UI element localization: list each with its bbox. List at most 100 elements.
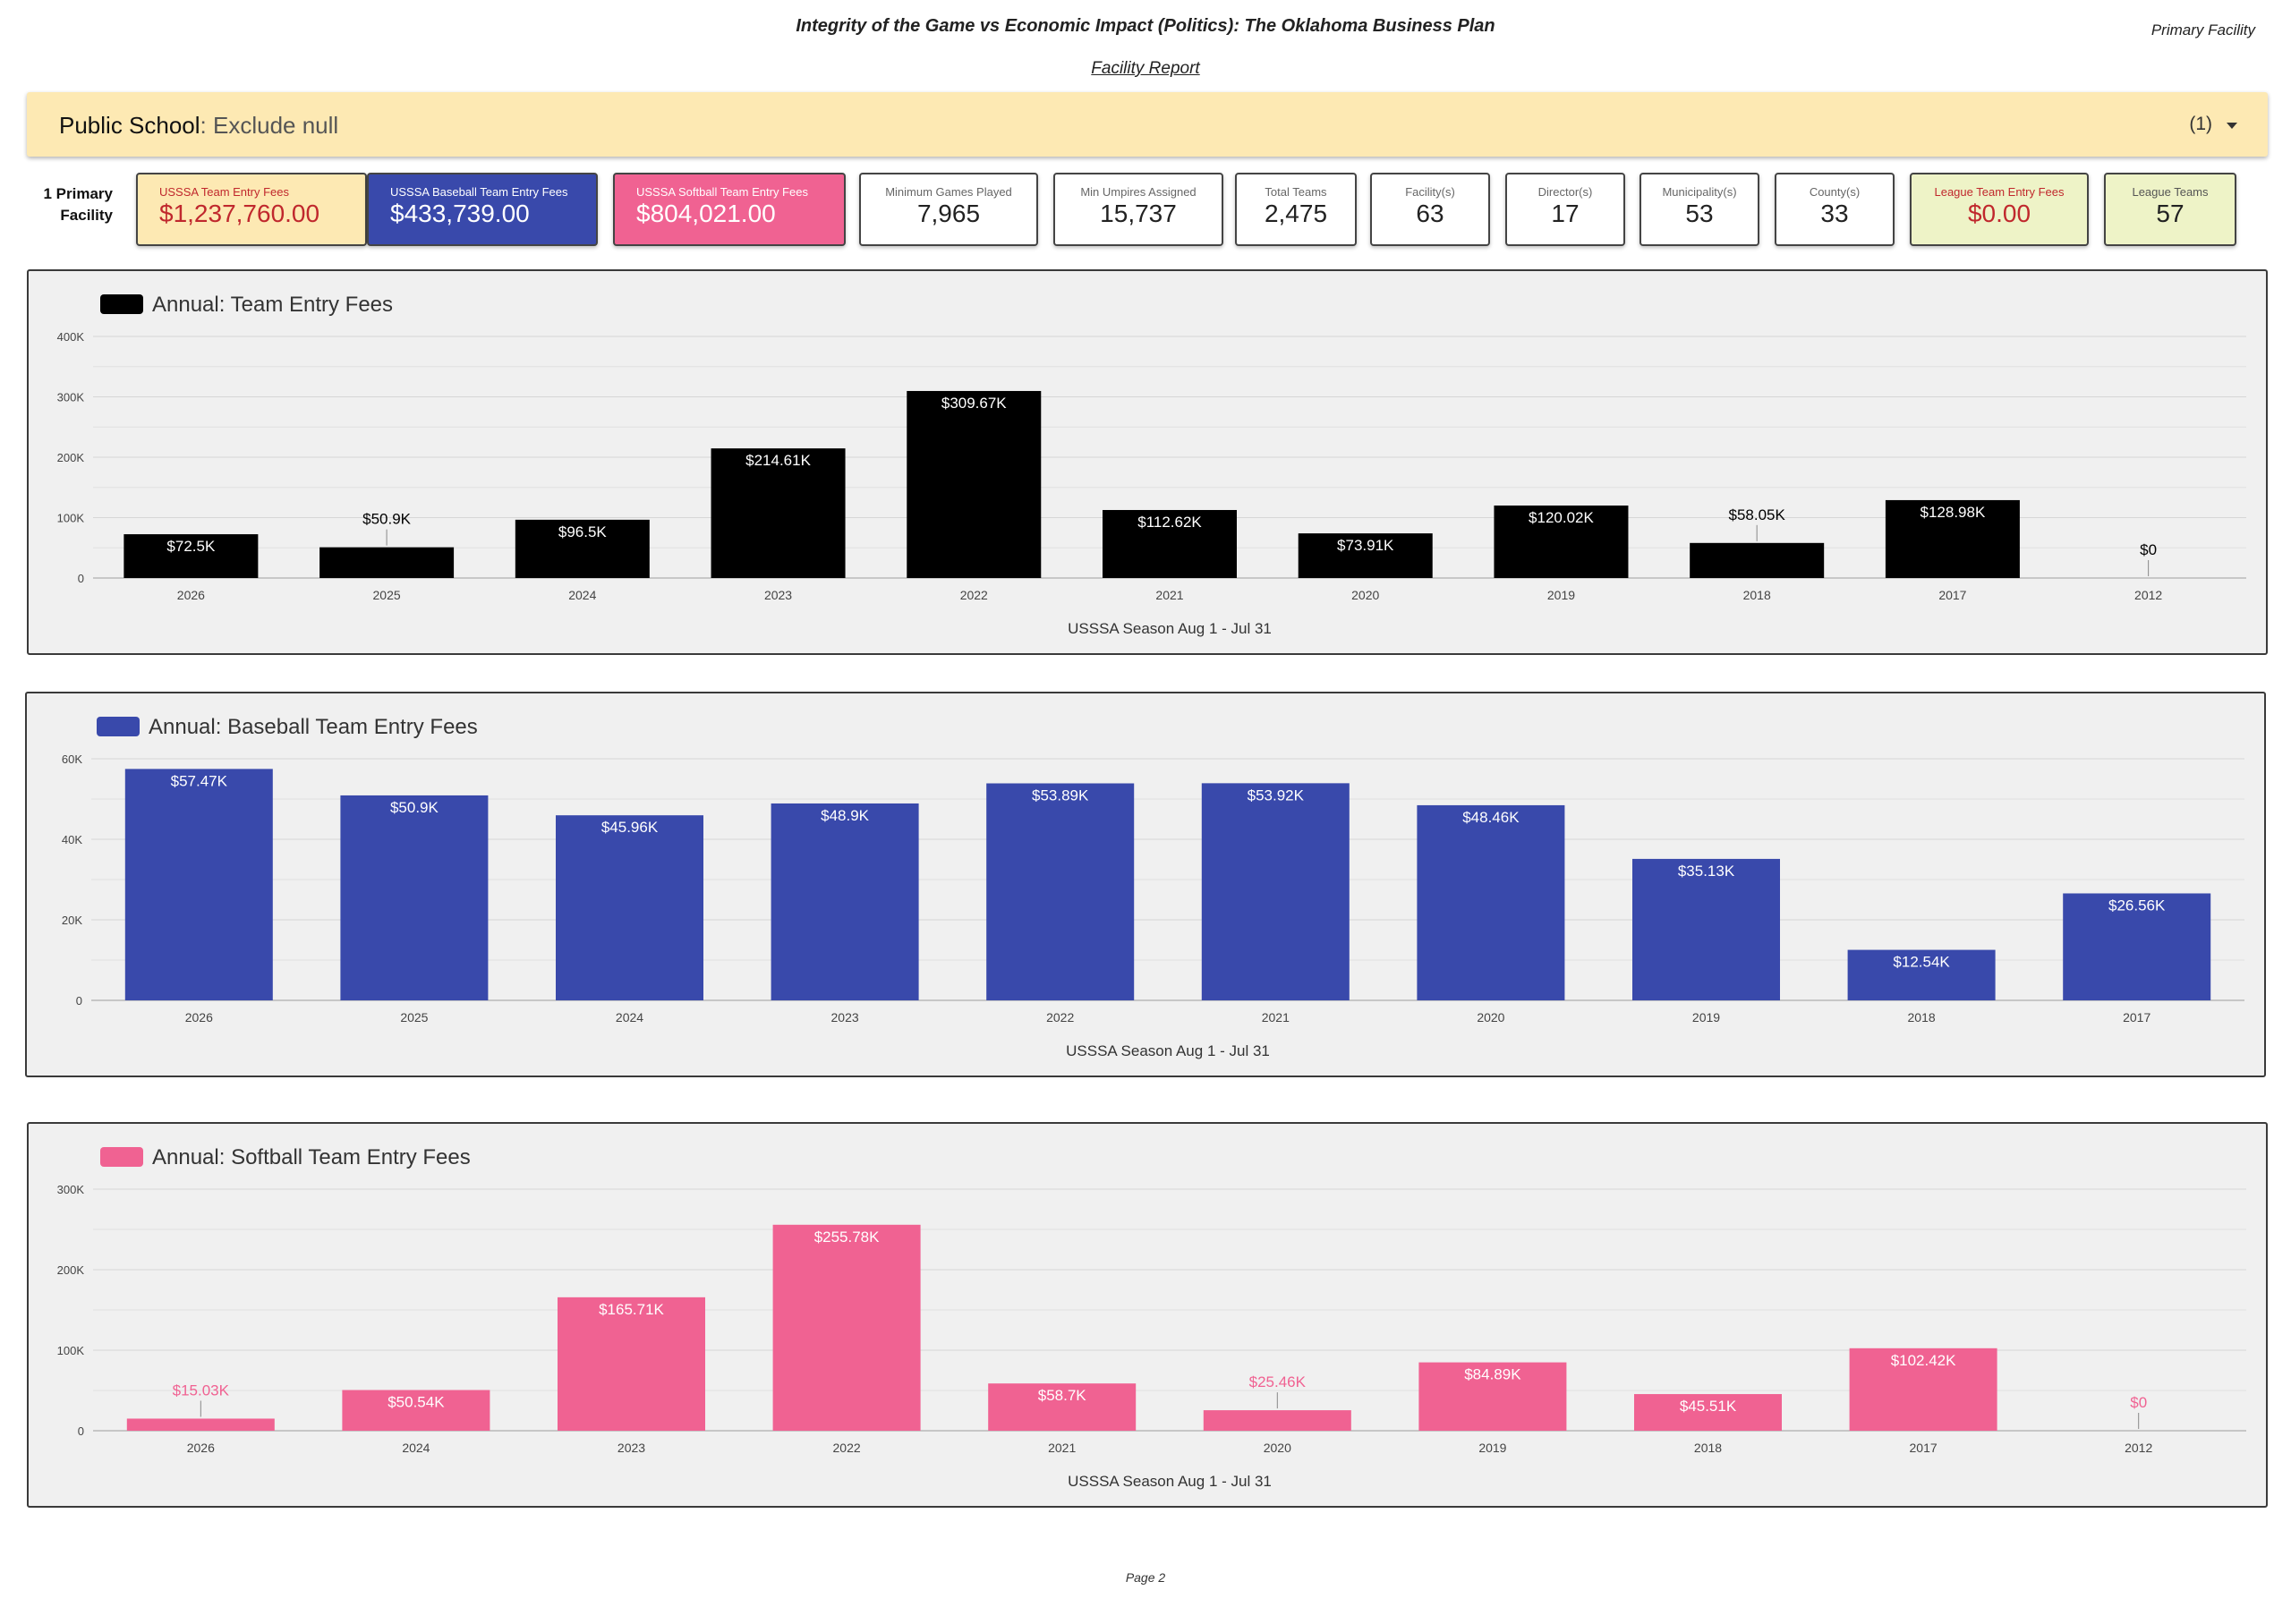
- y-tick-label: 40K: [62, 833, 82, 846]
- y-tick-label: 100K: [57, 1344, 85, 1357]
- bar-2022[interactable]: [907, 390, 1042, 578]
- public-school-filter[interactable]: Public School: Exclude null (1): [27, 92, 2268, 157]
- kpi-value: $1,237,760.00: [159, 200, 320, 227]
- kpi-value: 2,475: [1264, 200, 1328, 227]
- bar-2017[interactable]: [2063, 893, 2211, 1000]
- legend-swatch: [100, 294, 143, 314]
- bar-2025[interactable]: [319, 547, 455, 578]
- bar-2023[interactable]: [771, 803, 919, 1000]
- y-tick-label: 0: [76, 994, 82, 1008]
- softball-entry-fees-chart-svg: 0 100K 200K 300K Annual: Softball Team Entry…: [57, 1145, 2246, 1490]
- data-label: $72.5K: [166, 538, 216, 555]
- x-tick-label: 2020: [1264, 1441, 1291, 1455]
- page-number: Page 2: [1125, 1570, 1166, 1585]
- bar-2026[interactable]: [123, 534, 259, 578]
- x-tick-label: 2025: [400, 1010, 428, 1025]
- x-tick-label: 2018: [1743, 588, 1771, 602]
- bar-2021[interactable]: [988, 1383, 1137, 1431]
- bar-2020[interactable]: [1203, 1410, 1351, 1431]
- data-label: $165.71K: [599, 1301, 664, 1318]
- x-tick-label: 2012: [2125, 1441, 2152, 1455]
- bar-2026[interactable]: [126, 1418, 275, 1431]
- data-label: $214.61K: [745, 452, 811, 469]
- baseball-entry-fees-chart-svg: 0 20K 40K 60K Annual: Baseball Team Entry Fe…: [62, 715, 2244, 1059]
- x-tick-label: 2021: [1155, 588, 1183, 602]
- bar-2020[interactable]: [1417, 804, 1565, 1000]
- chevron-down-icon[interactable]: [2227, 123, 2237, 129]
- bar-2018[interactable]: [1690, 542, 1825, 578]
- data-label: $53.89K: [1032, 786, 1089, 803]
- x-tick-label: 2025: [373, 588, 401, 602]
- y-tick-label: 200K: [57, 451, 85, 464]
- x-tick-label: 2012: [2134, 588, 2162, 602]
- bar-2022[interactable]: [986, 783, 1135, 1000]
- x-axis-title: USSSA Season Aug 1 - Jul 31: [1068, 1473, 1272, 1490]
- x-tick-label: 2020: [1477, 1010, 1504, 1025]
- data-label: $48.46K: [1462, 809, 1520, 826]
- data-label: $58.7K: [1038, 1387, 1087, 1404]
- data-label: $15.03K: [173, 1382, 230, 1399]
- data-label: $45.51K: [1680, 1398, 1737, 1415]
- page-type-label: Primary Facility: [2150, 21, 2255, 38]
- y-tick-label: 300K: [57, 1183, 85, 1196]
- bar-2024[interactable]: [556, 815, 703, 1000]
- kpi-label: USSSA Team Entry Fees: [159, 185, 289, 199]
- x-tick-label: 2017: [1910, 1441, 1938, 1455]
- bar-2026[interactable]: [124, 769, 273, 1000]
- y-tick-label: 0: [78, 1424, 84, 1438]
- bar-2018[interactable]: [1634, 1394, 1782, 1431]
- kpi-league-team-entry-fees: League Team Entry Fees $0.00: [1910, 173, 2089, 246]
- data-label: $50.9K: [390, 799, 439, 816]
- x-tick-label: 2019: [1547, 588, 1575, 602]
- data-label: $35.13K: [1678, 863, 1735, 880]
- kpi-label: League Team Entry Fees: [1934, 185, 2065, 199]
- bar-2022[interactable]: [772, 1224, 921, 1431]
- legend-swatch: [97, 717, 140, 736]
- filter-label: Public School: Exclude null: [59, 112, 339, 139]
- x-tick-label: 2022: [1046, 1010, 1074, 1025]
- kpi-label: Min Umpires Assigned: [1080, 185, 1197, 199]
- kpi-usssa-softball-team-entry-fees: USSSA Softball Team Entry Fees $804,021.0…: [613, 173, 846, 246]
- bar-2019[interactable]: [1418, 1362, 1567, 1431]
- bar-2017[interactable]: [1885, 499, 2020, 578]
- bar-2019[interactable]: [1494, 505, 1629, 578]
- kpi-min-umpires-assigned: Min Umpires Assigned 15,737: [1053, 173, 1223, 246]
- kpi-value: 33: [1820, 200, 1849, 227]
- bar-2017[interactable]: [1849, 1348, 1997, 1431]
- y-tick-label: 200K: [57, 1263, 85, 1277]
- bar-2024[interactable]: [515, 519, 650, 578]
- report-subtitle[interactable]: Facility Report: [1091, 59, 1200, 78]
- team-entry-fees-chart-svg: 0 100K 200K 300K 400K Annual: Team Entry Fees…: [57, 293, 2246, 637]
- x-axis-title: USSSA Season Aug 1 - Jul 31: [1066, 1042, 1270, 1059]
- kpi-label: Municipality(s): [1662, 185, 1737, 199]
- x-tick-label: 2024: [568, 588, 596, 602]
- kpi-label: USSSA Baseball Team Entry Fees: [390, 185, 568, 199]
- kpi-value: 53: [1685, 200, 1714, 227]
- bar-2024[interactable]: [342, 1390, 490, 1431]
- data-label: $128.98K: [1921, 504, 1986, 521]
- data-label: $112.62K: [1137, 514, 1202, 531]
- bar-2021[interactable]: [1201, 783, 1350, 1000]
- team-entry-fees-chart: 0 100K 200K 300K 400K Annual: Team Entry Fees…: [27, 269, 2268, 655]
- bar-2019[interactable]: [1632, 858, 1780, 1000]
- data-label: $57.47K: [171, 772, 228, 789]
- bar-2018[interactable]: [1847, 949, 1996, 1000]
- kpi-county-s: County(s) 33: [1775, 173, 1895, 246]
- data-label: $50.9K: [362, 511, 412, 528]
- y-tick-label: 60K: [62, 752, 82, 766]
- chart-title: Annual: Baseball Team Entry Fees: [149, 715, 478, 739]
- bar-2021[interactable]: [1103, 509, 1237, 578]
- bar-2020[interactable]: [1298, 533, 1433, 578]
- filter-count: (1): [2189, 114, 2212, 134]
- kpi-label: Director(s): [1537, 185, 1593, 199]
- kpi-usssa-team-entry-fees: USSSA Team Entry Fees $1,237,760.00: [136, 173, 367, 246]
- kpi-label: USSSA Softball Team Entry Fees: [636, 185, 808, 199]
- data-label: $120.02K: [1529, 509, 1594, 526]
- bar-2023[interactable]: [711, 448, 846, 578]
- data-label: $0: [2130, 1394, 2147, 1411]
- x-tick-label: 2019: [1478, 1441, 1506, 1455]
- bar-2025[interactable]: [340, 795, 489, 1000]
- chart-title: Annual: Team Entry Fees: [152, 293, 393, 317]
- bar-2023[interactable]: [558, 1297, 705, 1431]
- y-tick-label: 400K: [57, 330, 85, 344]
